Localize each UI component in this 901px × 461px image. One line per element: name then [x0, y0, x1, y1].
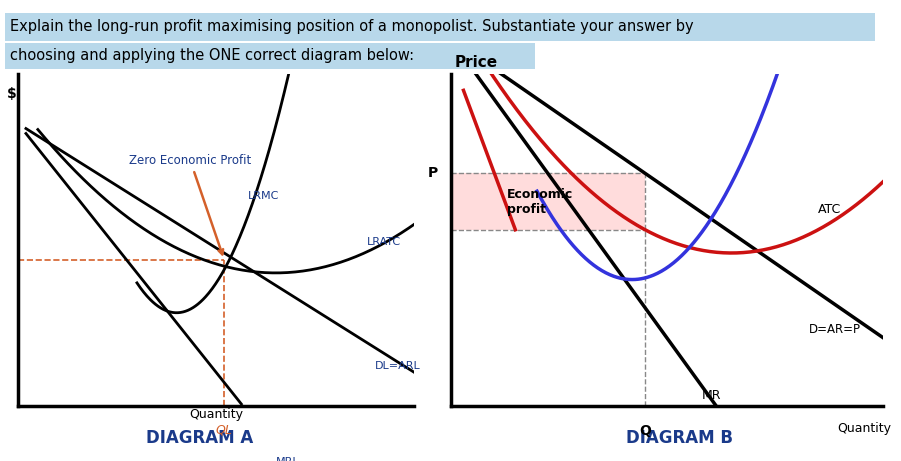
FancyBboxPatch shape: [5, 43, 535, 69]
Text: LRATC: LRATC: [367, 237, 401, 247]
Text: ATC: ATC: [818, 203, 842, 216]
X-axis label: Quantity: Quantity: [189, 408, 243, 421]
FancyBboxPatch shape: [5, 13, 875, 41]
Text: Economic
profit: Economic profit: [506, 188, 573, 216]
Text: MR: MR: [701, 389, 721, 402]
Text: QL: QL: [215, 424, 232, 437]
Text: choosing and applying the ONE correct diagram below:: choosing and applying the ONE correct di…: [10, 48, 414, 64]
Text: DIAGRAM A: DIAGRAM A: [146, 429, 253, 447]
Text: P: P: [427, 166, 438, 180]
Text: D=AR=P: D=AR=P: [809, 323, 861, 336]
Polygon shape: [450, 173, 645, 230]
Text: Explain the long-run profit maximising position of a monopolist. Substantiate yo: Explain the long-run profit maximising p…: [10, 19, 694, 35]
Text: Quantity: Quantity: [838, 422, 892, 435]
Text: DIAGRAM B: DIAGRAM B: [626, 429, 733, 447]
Text: DL=ARL: DL=ARL: [375, 361, 421, 371]
Text: LRMC: LRMC: [248, 191, 279, 201]
Text: Q: Q: [639, 424, 651, 438]
Text: $: $: [7, 87, 17, 101]
Text: Price: Price: [455, 55, 498, 71]
Text: Zero Economic Profit: Zero Economic Profit: [129, 154, 251, 254]
Text: MRL: MRL: [276, 457, 299, 461]
